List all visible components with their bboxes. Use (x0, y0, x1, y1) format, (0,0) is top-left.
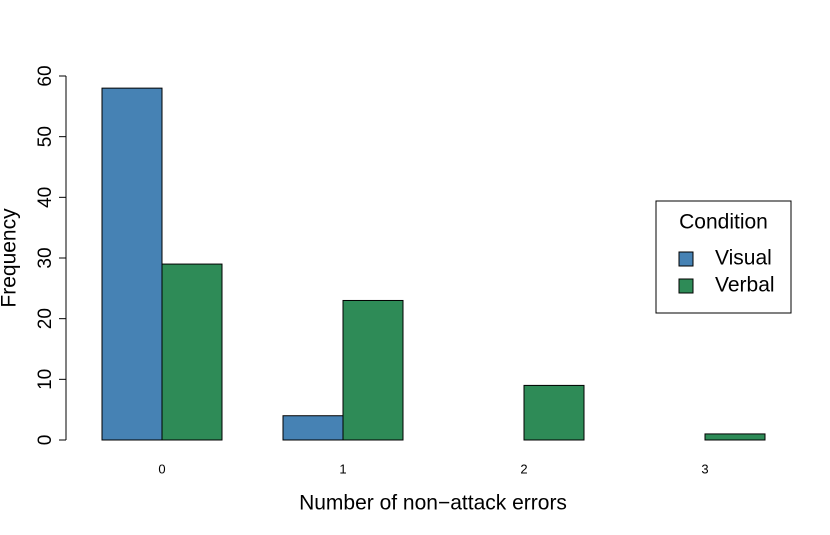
y-tick-label: 10 (35, 369, 56, 390)
bar (101, 87, 163, 441)
bar (282, 415, 344, 441)
y-tick-label: 50 (35, 126, 56, 147)
x-tick-label: 0 (158, 461, 165, 476)
legend-swatch (678, 251, 694, 267)
legend-title: Condition (679, 211, 768, 234)
x-tick-label: 2 (520, 461, 527, 476)
bar (523, 384, 585, 441)
legend-swatch (678, 278, 694, 294)
bar (342, 299, 404, 441)
bar (161, 263, 223, 441)
y-tick-label: 40 (35, 187, 56, 208)
y-tick-label: 30 (35, 247, 56, 268)
x-axis-label: Number of non−attack errors (299, 492, 567, 515)
legend-label: Verbal (715, 274, 775, 297)
bar (704, 433, 766, 441)
x-tick-label: 1 (339, 461, 346, 476)
y-tick-label: 60 (35, 65, 56, 86)
legend-label: Visual (715, 247, 772, 270)
y-tick-label: 20 (35, 308, 56, 329)
y-axis-label: Frequency (0, 208, 21, 308)
x-tick-label: 3 (701, 461, 708, 476)
y-tick-label: 0 (35, 435, 56, 446)
